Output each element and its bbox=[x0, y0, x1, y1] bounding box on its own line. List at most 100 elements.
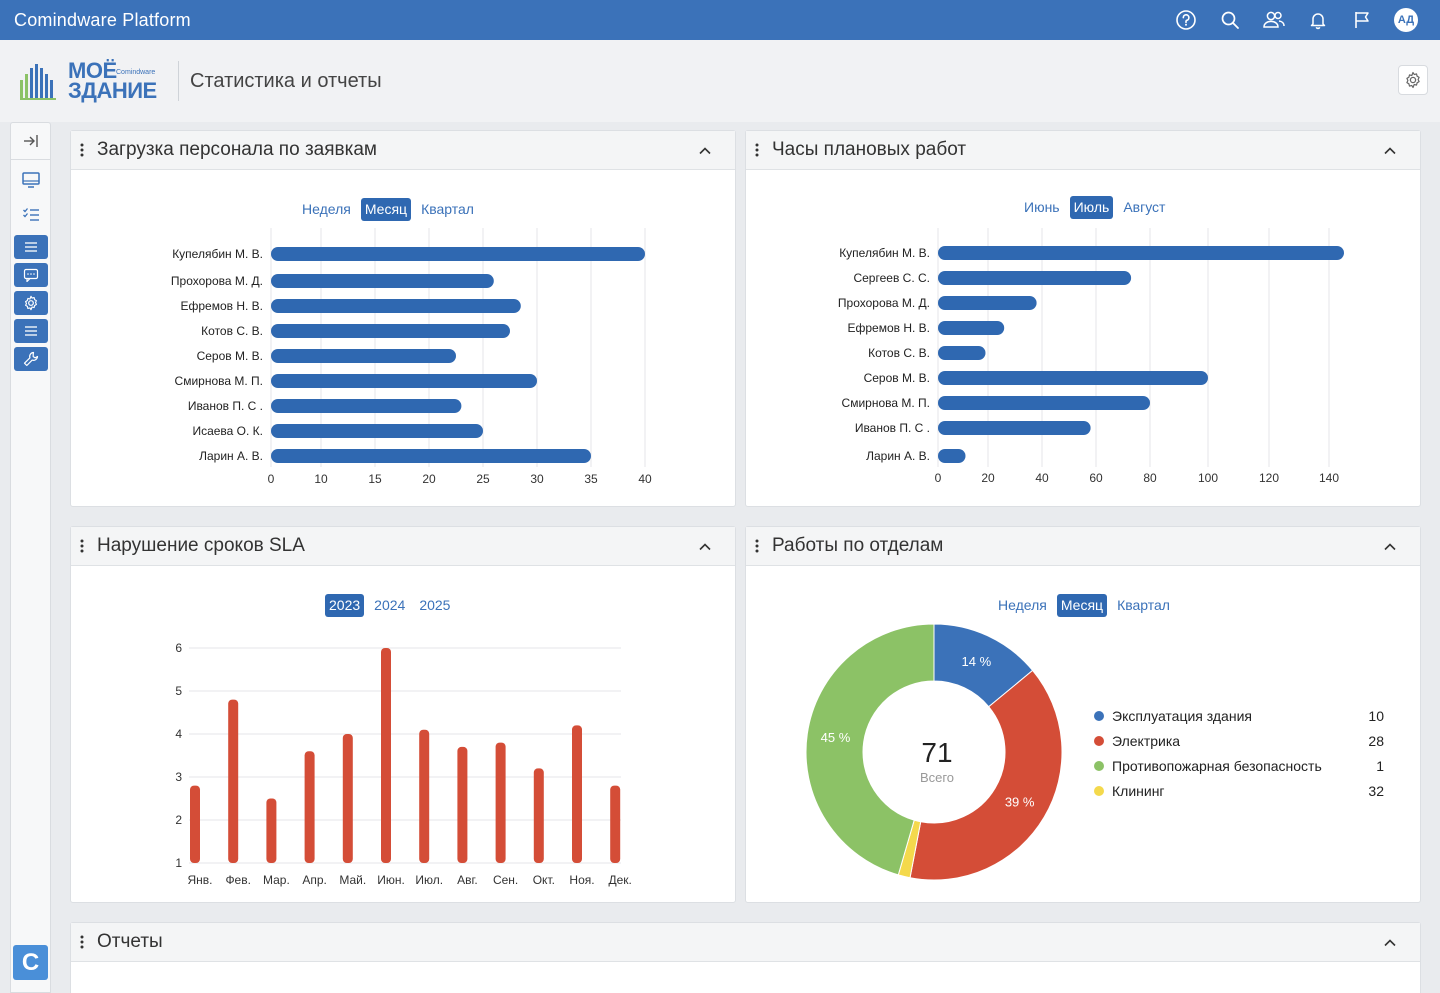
sla-chart: 1 2 3 4 5 6 Янв. Фев. Мар. Апр. Май. Июн. Июл. Авг. Се… bbox=[175, 641, 632, 887]
tab-2025[interactable]: 2025 bbox=[419, 597, 451, 613]
x-tick-label: 35 bbox=[584, 472, 598, 486]
search-icon[interactable] bbox=[1208, 0, 1252, 40]
legend-dot bbox=[1094, 735, 1104, 746]
month-tabs: Июнь Июль Август bbox=[1020, 196, 1169, 219]
left-sidebar: C bbox=[10, 122, 51, 993]
planned-hours-panel: Часы плановых работ Июнь Июль Август 0 20… bbox=[745, 130, 1421, 507]
x-tick-label: Май. bbox=[339, 873, 366, 887]
x-tick-label: Мар. bbox=[263, 873, 290, 887]
monitor-icon[interactable] bbox=[13, 167, 49, 193]
tab-august[interactable]: Август bbox=[1123, 199, 1166, 215]
y-tick-label: 4 bbox=[175, 727, 182, 741]
legend-item[interactable]: Клининг 32 bbox=[1094, 778, 1384, 803]
users-icon[interactable] bbox=[1252, 0, 1296, 40]
flag-icon[interactable] bbox=[1340, 0, 1384, 40]
legend-item[interactable]: Противопожарная безопасность 1 bbox=[1094, 753, 1384, 778]
wrench-icon[interactable] bbox=[14, 347, 48, 371]
staff-load-chart: 0 10 15 20 25 30 35 40 Купелябин М. В. Прохорова … bbox=[171, 228, 652, 486]
y-tick-label: 3 bbox=[175, 770, 182, 784]
category-label: Прохорова М. Д. bbox=[171, 274, 263, 288]
bar bbox=[228, 699, 239, 863]
x-tick-label: Апр. bbox=[302, 873, 327, 887]
drag-handle-icon[interactable] bbox=[79, 142, 89, 158]
tab-june[interactable]: Июнь bbox=[1024, 199, 1060, 215]
logo[interactable]: МОЁ Comindware ЗДАНИЕ bbox=[18, 58, 163, 103]
bar bbox=[495, 742, 506, 863]
category-label: Купелябин М. В. bbox=[172, 247, 263, 261]
checklist-icon[interactable] bbox=[13, 202, 49, 228]
x-tick-label: 0 bbox=[935, 471, 942, 485]
bar bbox=[938, 371, 1208, 385]
bar bbox=[419, 729, 430, 863]
bar bbox=[938, 346, 986, 360]
departments-panel: Работы по отделам Неделя Месяц Квартал 1… bbox=[745, 526, 1421, 903]
x-tick-label: Дек. bbox=[609, 873, 632, 887]
drag-handle-icon[interactable] bbox=[754, 538, 764, 554]
x-tick-label: Окт. bbox=[533, 873, 555, 887]
chat-icon[interactable] bbox=[14, 263, 48, 287]
donut-total-value: 71 bbox=[921, 737, 952, 768]
collapse-sidebar-icon[interactable] bbox=[13, 128, 49, 154]
drag-handle-icon[interactable] bbox=[79, 538, 89, 554]
legend-item[interactable]: Электрика 28 bbox=[1094, 728, 1384, 753]
category-label: Серов М. В. bbox=[197, 349, 263, 363]
drag-handle-icon[interactable] bbox=[79, 934, 89, 950]
tab-2023[interactable]: 2023 bbox=[325, 594, 365, 617]
departments-legend: Эксплуатация здания 10 Электрика 28 Противоп… bbox=[1094, 703, 1384, 803]
pie-slice bbox=[805, 623, 935, 876]
category-label: Котов С. В. bbox=[201, 324, 263, 338]
legend-label: Противопожарная безопасность bbox=[1112, 757, 1322, 774]
legend-item[interactable]: Эксплуатация здания 10 bbox=[1094, 703, 1384, 728]
bar bbox=[610, 785, 621, 863]
bar bbox=[190, 785, 200, 863]
bell-icon[interactable] bbox=[1296, 0, 1340, 40]
tab-quarter[interactable]: Квартал bbox=[421, 201, 474, 217]
panel-header: Работы по отделам bbox=[746, 527, 1420, 566]
bar bbox=[938, 271, 1132, 285]
slice-label: 14 % bbox=[962, 654, 992, 669]
tab-month[interactable]: Месяц bbox=[360, 198, 412, 221]
chevron-up-icon[interactable] bbox=[697, 143, 713, 159]
x-tick-label: 30 bbox=[530, 472, 544, 486]
comindware-logo-button[interactable]: C bbox=[13, 945, 48, 980]
tab-july[interactable]: Июль bbox=[1069, 196, 1114, 219]
category-label: Котов С. В. bbox=[868, 346, 930, 360]
top-icons: АД bbox=[1164, 0, 1426, 40]
tab-2024[interactable]: 2024 bbox=[374, 597, 406, 613]
x-tick-label: Июн. bbox=[377, 873, 405, 887]
bar bbox=[271, 324, 510, 338]
x-tick-label: 20 bbox=[981, 471, 995, 485]
category-label: Ларин А. В. bbox=[866, 449, 930, 463]
page-title: Статистика и отчеты bbox=[190, 70, 382, 92]
panel-title: Часы плановых работ bbox=[772, 139, 967, 160]
year-tabs: 2023 2024 2025 bbox=[325, 594, 454, 617]
panel-header: Отчеты bbox=[71, 923, 1420, 962]
reports-panel: Отчеты bbox=[70, 922, 1421, 993]
chevron-up-icon[interactable] bbox=[1382, 539, 1398, 555]
departments-donut-chart: 14 % 39 % 45 % 71 Всего bbox=[805, 623, 1063, 881]
tab-week[interactable]: Неделя bbox=[302, 201, 351, 217]
x-tick-label: 10 bbox=[314, 472, 328, 486]
list-icon[interactable] bbox=[14, 235, 48, 259]
drag-handle-icon[interactable] bbox=[754, 142, 764, 158]
chevron-up-icon[interactable] bbox=[1382, 935, 1398, 951]
x-tick-label: 80 bbox=[1143, 471, 1157, 485]
app-title[interactable]: Comindware Platform bbox=[14, 9, 191, 30]
avatar[interactable]: АД bbox=[1394, 8, 1418, 32]
x-tick-label: 140 bbox=[1319, 471, 1339, 485]
help-icon[interactable] bbox=[1164, 0, 1208, 40]
x-tick-label: Авг. bbox=[457, 873, 478, 887]
list-icon[interactable] bbox=[14, 319, 48, 343]
tab-quarter[interactable]: Квартал bbox=[1117, 597, 1170, 613]
bar bbox=[457, 746, 468, 863]
tab-week[interactable]: Неделя bbox=[998, 597, 1047, 613]
page-settings-button[interactable] bbox=[1398, 65, 1428, 95]
bar bbox=[938, 449, 966, 463]
tab-month[interactable]: Месяц bbox=[1056, 594, 1108, 617]
x-tick-label: 40 bbox=[1035, 471, 1049, 485]
chevron-up-icon[interactable] bbox=[1382, 143, 1398, 159]
x-tick-label: Фев. bbox=[225, 873, 251, 887]
gear-icon[interactable] bbox=[14, 291, 48, 315]
chevron-up-icon[interactable] bbox=[697, 539, 713, 555]
bar bbox=[938, 246, 1344, 260]
